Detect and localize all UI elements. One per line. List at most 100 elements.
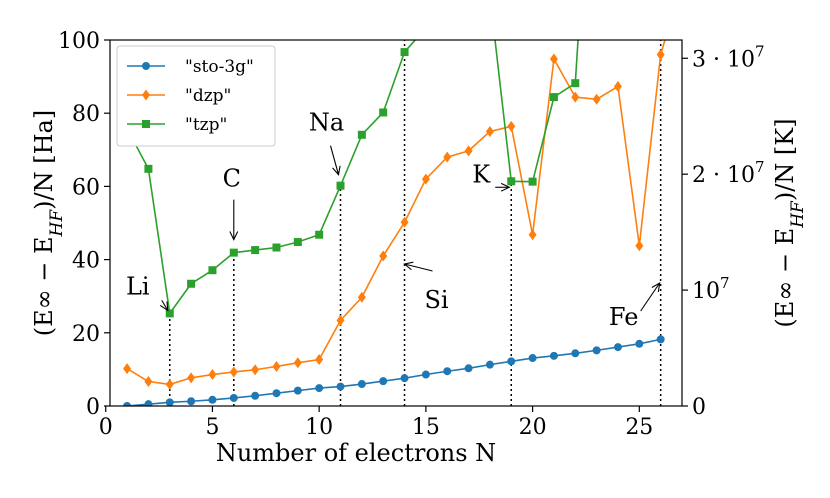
data-point-dzp: [421, 173, 430, 185]
data-point-tzp: [336, 181, 345, 190]
data-point-tzp: [272, 243, 281, 252]
data-point-dzp: [165, 378, 174, 390]
legend-label-sto-3g: "sto-3g": [185, 57, 254, 77]
data-point-tzp: [400, 48, 409, 57]
data-point-dzp: [549, 53, 558, 65]
data-point-dzp: [613, 80, 622, 92]
annotation-arrow-na: [329, 145, 341, 176]
data-point-tzp: [507, 177, 516, 186]
data-point-sto-3g: [336, 382, 345, 391]
data-point-sto-3g: [144, 400, 153, 406]
data-point-dzp: [571, 91, 580, 103]
data-point-dzp: [144, 375, 153, 387]
y-tick-label: 40: [72, 249, 100, 274]
legend-marker-tzp: [142, 120, 150, 128]
data-point-tzp: [187, 279, 196, 288]
data-point-dzp: [400, 216, 409, 228]
legend-marker-dzp: [142, 89, 150, 101]
y-tick-label: 80: [72, 102, 100, 127]
data-point-sto-3g: [528, 354, 537, 363]
data-point-tzp: [229, 248, 238, 257]
data-point-sto-3g: [592, 346, 601, 355]
right-tick-label: 2 · 107: [692, 158, 765, 188]
annotation-arrow-si: [403, 261, 433, 272]
legend-box: [116, 45, 276, 147]
data-point-dzp: [123, 363, 132, 375]
x-tick-label: 15: [412, 415, 440, 440]
annotation-arrow-li: [159, 300, 169, 312]
y-tick-label: 100: [58, 29, 100, 54]
data-point-sto-3g: [656, 335, 665, 344]
data-point-tzp: [528, 177, 537, 186]
legend-label-dzp: "dzp": [185, 86, 231, 106]
x-tick-label: 0: [99, 415, 113, 440]
annotation-label-na: Na: [309, 109, 344, 137]
data-point-dzp: [528, 229, 537, 241]
annotation-label-si: Si: [424, 286, 448, 314]
annotation-arrow-c: [229, 199, 239, 241]
data-point-dzp: [592, 93, 601, 105]
data-point-sto-3g: [315, 384, 324, 393]
right-tick-label: 3 · 107: [692, 42, 765, 72]
x-tick-label: 10: [305, 415, 333, 440]
data-point-sto-3g: [379, 377, 388, 386]
data-point-sto-3g: [208, 395, 217, 404]
y-tick-label: 0: [86, 395, 100, 420]
data-point-tzp: [208, 266, 217, 275]
data-point-sto-3g: [464, 364, 473, 373]
data-point-sto-3g: [421, 370, 430, 379]
annotation-label-c: C: [223, 165, 241, 193]
data-point-tzp: [251, 246, 260, 255]
data-point-dzp: [656, 49, 665, 61]
right-axis-label: (E∞ − EHF)/N [K]: [771, 118, 808, 327]
data-point-sto-3g: [251, 391, 260, 400]
y-axis-label-sub: HF: [47, 209, 67, 238]
data-point-dzp: [272, 360, 281, 372]
right-tick-label: 107: [692, 274, 730, 304]
annotation-arrow-k: [495, 182, 511, 192]
x-tick-label: 25: [625, 415, 653, 440]
data-point-sto-3g: [635, 339, 644, 348]
y-tick-label: 60: [72, 175, 100, 200]
annotation-label-k: K: [472, 160, 491, 188]
data-point-dzp: [485, 126, 494, 137]
data-point-dzp: [251, 364, 260, 376]
annotation-label-li: Li: [126, 272, 150, 300]
legend-label-tzp: "tzp": [185, 115, 227, 135]
data-point-dzp: [315, 354, 324, 366]
data-point-tzp: [144, 164, 153, 173]
legend: "sto-3g" "dzp" "tzp": [116, 45, 276, 147]
data-point-dzp: [379, 250, 388, 262]
data-point-tzp: [357, 130, 366, 139]
data-point-sto-3g: [549, 351, 558, 360]
x-tick-label: 20: [519, 415, 547, 440]
data-point-tzp: [549, 93, 558, 102]
data-point-sto-3g: [613, 343, 622, 352]
y-tick-label: 20: [72, 322, 100, 347]
data-point-sto-3g: [507, 357, 516, 366]
data-point-sto-3g: [165, 398, 174, 406]
legend-marker-sto-3g: [142, 62, 150, 70]
data-point-sto-3g: [293, 386, 302, 395]
data-point-tzp: [165, 309, 174, 318]
data-point-dzp: [208, 369, 217, 381]
x-tick-label: 5: [205, 415, 219, 440]
plot-frame: [109, 39, 683, 407]
data-point-sto-3g: [485, 360, 494, 369]
data-point-sto-3g: [400, 374, 409, 383]
data-point-dzp: [507, 120, 516, 132]
data-point-tzp: [293, 238, 302, 247]
data-point-tzp: [379, 108, 388, 117]
data-point-dzp: [357, 291, 366, 303]
data-point-sto-3g: [443, 367, 452, 376]
data-point-dzp: [229, 366, 238, 378]
data-point-dzp: [443, 151, 452, 163]
data-point-dzp: [464, 145, 473, 157]
data-point-sto-3g: [123, 402, 132, 406]
data-point-dzp: [293, 357, 302, 369]
annotation-label-fe: Fe: [609, 303, 639, 331]
data-point-tzp: [571, 79, 580, 88]
annotation-arrow-fe: [640, 281, 661, 312]
x-axis-label: Number of electrons N: [216, 439, 496, 467]
